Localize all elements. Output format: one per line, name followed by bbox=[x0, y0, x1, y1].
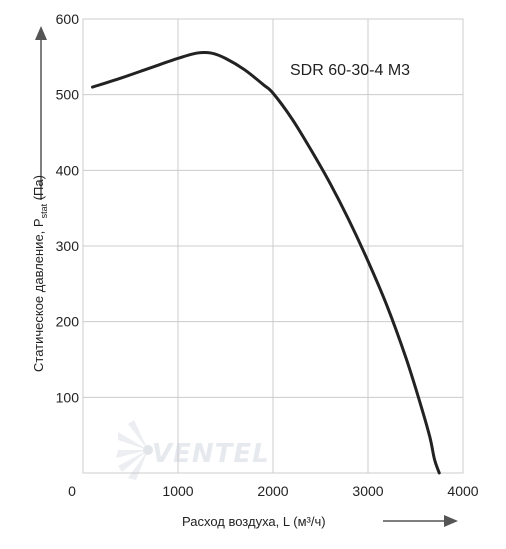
y-axis-label-main: Статическое давление, P bbox=[31, 218, 46, 372]
y-axis-label-subscript: stat bbox=[39, 203, 49, 218]
y-tick-label: 200 bbox=[56, 314, 80, 330]
plot-frame bbox=[82, 18, 464, 474]
x-tick-label: 2000 bbox=[257, 483, 288, 499]
series-line-performance-curve bbox=[91, 50, 441, 475]
x-tick-labels: 0 1000 2000 3000 4000 bbox=[68, 483, 479, 499]
y-tick-label: 400 bbox=[56, 162, 80, 178]
y-tick-label: 600 bbox=[56, 11, 80, 27]
y-axis-label: Статическое давление, Pstat (Па) bbox=[31, 175, 49, 372]
model-label: SDR 60-30-4 M3 bbox=[290, 62, 410, 79]
x-tick-label: 0 bbox=[68, 483, 76, 499]
y-tick-label: 300 bbox=[56, 238, 80, 254]
y-axis-arrow-icon bbox=[35, 26, 47, 200]
grid bbox=[82, 18, 464, 473]
x-tick-label: 1000 bbox=[162, 483, 193, 499]
fan-watermark-icon bbox=[116, 420, 153, 480]
x-axis-arrow-icon bbox=[383, 515, 458, 527]
y-tick-labels: 100 200 300 400 500 600 bbox=[56, 11, 80, 405]
x-axis-label: Расход воздуха, L (м³/ч) bbox=[182, 514, 326, 529]
y-tick-label: 500 bbox=[56, 87, 80, 103]
x-tick-label: 4000 bbox=[447, 483, 478, 499]
y-tick-label: 100 bbox=[56, 389, 80, 405]
x-tick-label: 3000 bbox=[352, 483, 383, 499]
axes bbox=[82, 18, 464, 474]
brand-watermark: VENTEL bbox=[152, 439, 270, 469]
y-axis-label-unit: (Па) bbox=[31, 175, 46, 204]
